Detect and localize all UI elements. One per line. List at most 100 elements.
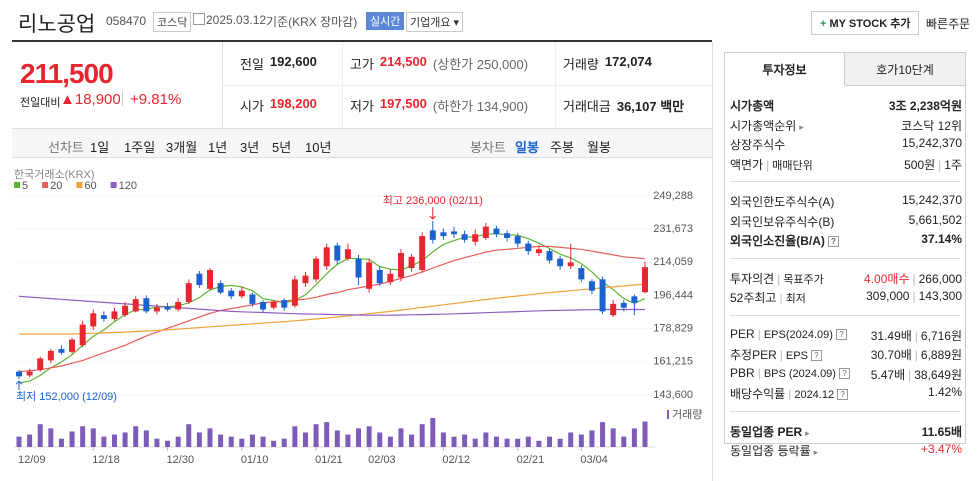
help-icon: ?: [835, 328, 847, 340]
candle-body: [217, 283, 224, 293]
label-part: 매매단위: [772, 159, 813, 172]
info-row: 시가총액 3조 2,238억원: [730, 97, 962, 115]
volume-bar: [27, 434, 33, 447]
value-part: 15,242,370: [901, 136, 962, 150]
candle-body: [376, 269, 383, 284]
candle-body: [111, 311, 118, 319]
legend-label: 60: [84, 180, 96, 192]
volume-bar: [37, 424, 43, 447]
volume-bar: [600, 422, 606, 447]
info-label: 시가총액순위: [730, 117, 804, 135]
x-tick-label: 12/09: [18, 454, 46, 466]
y-tick-label: 214,059: [653, 256, 693, 268]
x-tick-label: 01/21: [315, 454, 343, 466]
period-button[interactable]: 3년: [240, 140, 260, 155]
info-label: 액면가 | 매매단위: [730, 156, 813, 174]
market-badge: 코스닥: [153, 12, 192, 32]
info-label: 외국인한도주식수(A): [730, 193, 834, 211]
info-label: 추정PER | EPS?: [730, 346, 822, 364]
tab[interactable]: 호가10단계: [845, 53, 965, 86]
volume-bar: [313, 424, 319, 447]
value-part: 266,000: [918, 271, 962, 286]
candle-body: [260, 301, 267, 310]
separator: |: [914, 328, 918, 343]
divider: [122, 91, 123, 106]
info-row: 외국인소진율(B/A)? 37.14%: [730, 232, 962, 250]
volume-bar: [292, 426, 298, 447]
volume-bar: [631, 428, 637, 447]
volume-bar: [228, 436, 234, 447]
separator: |: [912, 289, 916, 303]
period-button[interactable]: 10년: [305, 140, 332, 155]
value-part: 코스닥 12위: [901, 118, 962, 133]
volume-bar: [58, 438, 64, 447]
chart: 한국거래소(KRX) 143,600 161,215 178,829 196,444 2…: [14, 168, 702, 466]
tab-active[interactable]: 투자정보: [725, 53, 845, 85]
candle-body: [504, 233, 511, 238]
info-value: 4.00매수 | 266,000: [864, 270, 962, 288]
candle-body: [90, 313, 97, 327]
candle-body: [642, 267, 648, 293]
candle-body: [493, 228, 500, 235]
candle-body: [58, 349, 65, 353]
help-icon: ?: [810, 350, 822, 362]
value-part: 6,716원: [920, 328, 962, 343]
info-row: 52주최고 | 최저 309,000 | 143,300: [730, 289, 962, 307]
info-row: 상장주식수 15,242,370: [730, 136, 962, 154]
candle-body: [302, 275, 309, 284]
volume-bar: [154, 438, 160, 447]
volume-bar: [451, 436, 457, 447]
volume-bar: [356, 428, 362, 447]
period-button[interactable]: 5년: [272, 140, 292, 155]
volume-bar: [186, 424, 192, 447]
volume-bar: [133, 426, 139, 447]
value-part: +3.47%: [920, 442, 962, 456]
info-row: 동일업종 PER 11.65배: [730, 423, 962, 441]
quote-value: 172,074: [604, 54, 652, 69]
volume-bar: [80, 426, 86, 447]
chart-source: 한국거래소(KRX): [14, 168, 95, 181]
value-part: 500원: [904, 157, 936, 172]
company-info-button[interactable]: 기업개요 ▾: [406, 12, 464, 32]
separator: |: [788, 387, 792, 401]
volume-bar: [610, 428, 616, 447]
info-row: 동일업종 등락률 +3.47%: [730, 442, 962, 460]
volume-bar: [557, 438, 563, 447]
candle-body: [47, 350, 54, 361]
mystock-button[interactable]: + MY STOCK 추가: [811, 11, 920, 35]
period-button[interactable]: 1일: [90, 140, 110, 155]
label-part: 추정PER: [730, 348, 777, 362]
label-part: 시가총액: [730, 99, 775, 113]
quick-order[interactable]: 빠른주문: [926, 17, 971, 31]
period-button[interactable]: 3개월: [166, 140, 198, 155]
info-row: 투자의견 | 목표주가 4.00매수 | 266,000: [730, 270, 962, 288]
candle-period-button[interactable]: 일봉: [515, 140, 539, 155]
candle-period-button[interactable]: 주봉: [550, 140, 574, 155]
low-annotation: 최저 152,000 (12/09): [16, 390, 117, 403]
volume-bar: [525, 436, 531, 447]
candle-body: [16, 371, 22, 377]
period-button[interactable]: 1년: [208, 140, 228, 155]
candle-body: [185, 283, 192, 302]
date: 2025.03.12: [206, 13, 267, 27]
high-arrow: [429, 207, 437, 220]
candle-body: [153, 307, 160, 312]
info-label: 외국인보유주식수(B): [730, 213, 834, 231]
value-part: 5.47배: [870, 367, 906, 382]
group-rule: [730, 314, 960, 316]
value-part: 15,242,370: [901, 193, 962, 207]
volume-bar: [642, 421, 648, 447]
realtime-badge[interactable]: 실시간: [366, 12, 405, 30]
volume-bar: [249, 434, 255, 447]
period-button[interactable]: 1주일: [124, 140, 156, 155]
label-part: 외국인소진율(B/A): [730, 234, 825, 248]
volume-bar: [568, 432, 574, 447]
volume-bar: [196, 432, 202, 447]
candle-body: [429, 230, 436, 240]
quote-cell: 거래량 172,074: [563, 54, 652, 73]
candle-period-button[interactable]: 월봉: [587, 140, 611, 155]
separator: |: [757, 326, 761, 341]
candle-body: [175, 301, 182, 310]
x-tick-label: 03/04: [580, 454, 608, 466]
